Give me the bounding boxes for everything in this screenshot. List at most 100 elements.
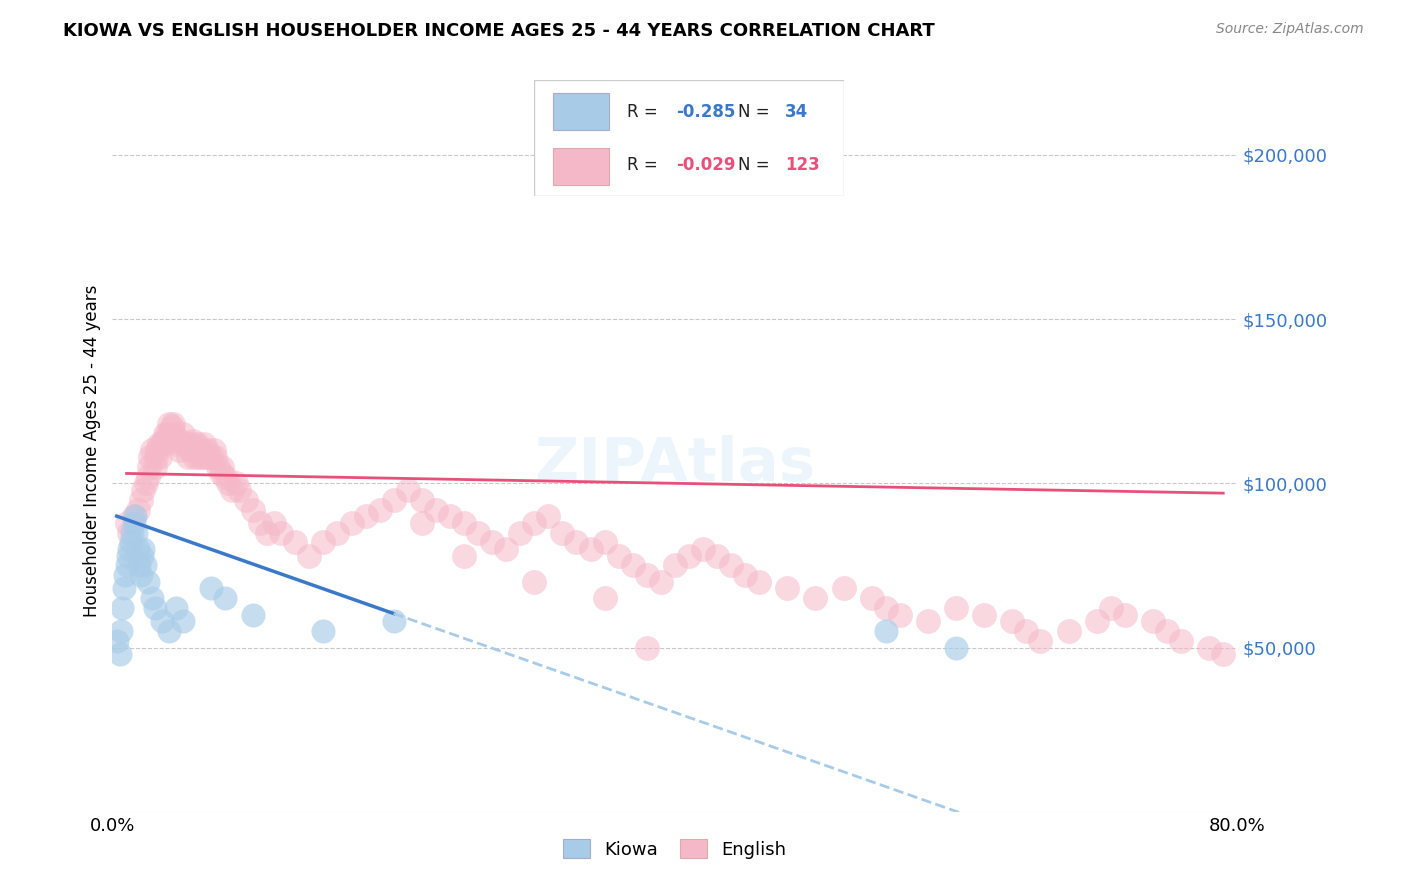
Text: ZIPAtlas: ZIPAtlas xyxy=(534,435,815,494)
Point xyxy=(136,574,159,589)
Point xyxy=(157,417,180,432)
Point xyxy=(141,443,163,458)
Point xyxy=(607,549,630,563)
Point xyxy=(706,549,728,563)
Point xyxy=(1085,614,1108,628)
Point xyxy=(145,450,167,464)
Text: 123: 123 xyxy=(785,156,820,174)
Point xyxy=(678,549,700,563)
Point xyxy=(160,420,183,434)
Point xyxy=(326,525,349,540)
Point xyxy=(973,607,995,622)
Point xyxy=(165,434,187,448)
Point xyxy=(523,574,546,589)
Point xyxy=(111,601,134,615)
Point xyxy=(120,535,142,549)
Point xyxy=(128,558,150,573)
Point xyxy=(166,437,188,451)
Point xyxy=(202,443,225,458)
Point xyxy=(551,525,574,540)
Point xyxy=(152,434,174,448)
Point xyxy=(163,427,186,442)
Legend: Kiowa, English: Kiowa, English xyxy=(554,830,796,868)
Point xyxy=(214,591,236,606)
Point xyxy=(1170,634,1192,648)
Point xyxy=(776,582,799,596)
Text: R =: R = xyxy=(627,103,658,120)
Point xyxy=(131,549,153,563)
Point xyxy=(242,502,264,516)
Point xyxy=(593,535,616,549)
Point xyxy=(875,624,897,639)
Point xyxy=(1057,624,1080,639)
Point xyxy=(249,516,271,530)
Point xyxy=(187,450,209,464)
Point xyxy=(579,541,602,556)
Point xyxy=(157,624,180,639)
Point xyxy=(124,509,146,524)
Point xyxy=(1001,614,1024,628)
Point xyxy=(354,509,377,524)
Point xyxy=(149,450,172,464)
Point xyxy=(481,535,503,549)
Point xyxy=(177,450,200,464)
Point xyxy=(453,516,475,530)
Point xyxy=(495,541,517,556)
Point xyxy=(143,601,166,615)
Point xyxy=(132,541,155,556)
Point xyxy=(1099,601,1122,615)
Point xyxy=(172,614,194,628)
Point xyxy=(298,549,321,563)
Point xyxy=(188,443,211,458)
Point xyxy=(139,450,162,464)
Point xyxy=(312,624,335,639)
Point xyxy=(148,437,170,451)
Point xyxy=(153,427,176,442)
Point xyxy=(180,437,202,451)
Point xyxy=(127,502,149,516)
Text: -0.285: -0.285 xyxy=(676,103,735,120)
Point xyxy=(875,601,897,615)
Point xyxy=(146,443,169,458)
Point xyxy=(917,614,939,628)
Point xyxy=(118,541,141,556)
Point xyxy=(720,558,742,573)
Point xyxy=(181,434,204,448)
Point xyxy=(191,443,214,458)
Point xyxy=(1156,624,1178,639)
Point xyxy=(1114,607,1136,622)
Text: -0.029: -0.029 xyxy=(676,156,737,174)
Point xyxy=(159,427,181,442)
Y-axis label: Householder Income Ages 25 - 44 years: Householder Income Ages 25 - 44 years xyxy=(83,285,101,616)
Point xyxy=(193,437,215,451)
Point xyxy=(129,492,152,507)
Point xyxy=(134,558,156,573)
Point xyxy=(565,535,588,549)
Point xyxy=(467,525,489,540)
Text: N =: N = xyxy=(738,103,770,120)
Point xyxy=(211,459,233,474)
Point xyxy=(186,437,208,451)
Point xyxy=(156,427,179,442)
Point xyxy=(593,591,616,606)
Point xyxy=(1142,614,1164,628)
Point xyxy=(225,476,247,491)
Point xyxy=(141,591,163,606)
Point xyxy=(1212,647,1234,661)
Point xyxy=(138,459,160,474)
Text: N =: N = xyxy=(738,156,770,174)
Point xyxy=(860,591,883,606)
Point xyxy=(200,582,222,596)
FancyBboxPatch shape xyxy=(534,80,844,196)
Point xyxy=(110,624,132,639)
Point xyxy=(263,516,285,530)
Point xyxy=(143,459,166,474)
Point xyxy=(748,574,770,589)
Point xyxy=(368,502,391,516)
Point xyxy=(114,568,136,582)
Point xyxy=(312,535,335,549)
Point xyxy=(523,516,546,530)
Point xyxy=(207,459,229,474)
Point xyxy=(150,437,173,451)
Point xyxy=(425,502,447,516)
